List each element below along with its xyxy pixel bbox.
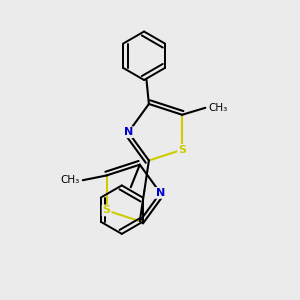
Text: S: S: [178, 145, 186, 155]
Text: N: N: [156, 188, 165, 198]
Text: S: S: [103, 206, 111, 215]
Text: CH₃: CH₃: [60, 175, 80, 185]
Text: N: N: [124, 127, 133, 137]
Text: CH₃: CH₃: [208, 103, 228, 113]
